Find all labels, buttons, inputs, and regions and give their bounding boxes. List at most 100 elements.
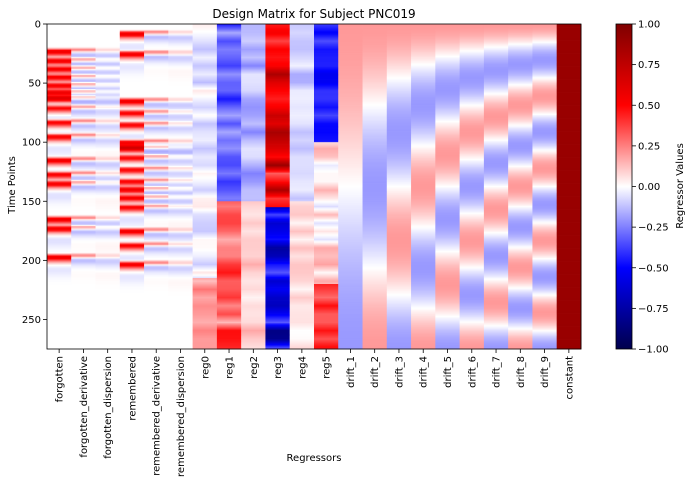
heatmap-cell <box>265 110 291 112</box>
heatmap-cell <box>362 174 388 176</box>
heatmap-cell <box>459 50 485 52</box>
heatmap-cell <box>144 109 169 111</box>
heatmap-cell <box>168 233 194 235</box>
heatmap-cell <box>119 223 145 226</box>
heatmap-cell <box>386 314 412 317</box>
heatmap-cell <box>241 314 266 317</box>
heatmap-cell <box>192 229 218 232</box>
heatmap-cell <box>241 29 266 32</box>
heatmap-cell <box>95 73 121 76</box>
heatmap-cell <box>95 295 121 298</box>
heatmap-cell <box>144 184 169 187</box>
heatmap-cell <box>338 200 363 202</box>
heatmap-cell <box>411 265 436 267</box>
heatmap-cell <box>192 326 218 329</box>
heatmap-cell <box>71 130 96 132</box>
heatmap-cell <box>95 284 121 286</box>
heatmap-cell <box>47 138 72 141</box>
heatmap-cell <box>289 146 315 149</box>
heatmap-cell <box>144 240 169 242</box>
heatmap-cell <box>362 73 388 76</box>
heatmap-cell <box>168 74 194 77</box>
heatmap-cell <box>411 273 436 275</box>
heatmap-cell <box>338 71 363 73</box>
heatmap-cell <box>241 305 266 307</box>
heatmap-cell <box>411 279 436 281</box>
heatmap-cell <box>71 279 96 281</box>
heatmap-cell <box>289 334 315 337</box>
heatmap-cell <box>168 223 194 226</box>
heatmap-cell <box>289 72 315 75</box>
heatmap-cell <box>47 41 72 44</box>
heatmap-cell <box>119 61 145 64</box>
heatmap-cell <box>435 343 461 345</box>
heatmap-cell <box>241 96 266 98</box>
heatmap-cell <box>289 221 315 223</box>
heatmap-cell <box>119 100 145 103</box>
heatmap-cell <box>483 53 509 56</box>
heatmap-cell <box>144 77 169 79</box>
heatmap-cell <box>459 103 485 105</box>
heatmap-cell <box>241 154 266 156</box>
heatmap-cell <box>435 256 461 259</box>
heatmap-cell <box>95 170 121 173</box>
heatmap-cell <box>241 64 266 66</box>
heatmap-cell <box>95 297 121 299</box>
heatmap-cell <box>435 66 461 69</box>
heatmap-cell <box>241 194 266 196</box>
heatmap-cell <box>459 138 485 141</box>
heatmap-cell <box>386 206 412 208</box>
heatmap-cell <box>241 45 266 47</box>
heatmap-cell <box>314 110 339 112</box>
heatmap-cell <box>95 211 121 214</box>
heatmap-cell <box>265 274 291 277</box>
heatmap-cell <box>144 253 169 255</box>
heatmap-cell <box>435 219 461 221</box>
heatmap-cell <box>459 308 485 311</box>
heatmap-cell <box>265 32 291 34</box>
heatmap-cell <box>362 48 388 51</box>
heatmap-cell <box>386 213 412 215</box>
heatmap-cell <box>338 261 363 264</box>
heatmap-cell <box>314 317 339 319</box>
heatmap-cell <box>168 132 194 135</box>
heatmap-cell <box>119 184 145 187</box>
heatmap-cell <box>216 157 242 160</box>
heatmap-cell <box>314 81 339 84</box>
heatmap-cell <box>168 287 194 290</box>
heatmap-cell <box>241 310 266 312</box>
heatmap-cell <box>216 104 242 106</box>
heatmap-cell <box>338 295 363 298</box>
heatmap-cell <box>435 295 461 298</box>
heatmap-cell <box>411 55 436 58</box>
heatmap-cell <box>459 136 485 138</box>
heatmap-cell <box>95 330 121 332</box>
heatmap-cell <box>241 247 266 249</box>
heatmap-cell <box>241 340 266 343</box>
heatmap-cell <box>459 97 485 99</box>
heatmap-cell <box>411 24 436 26</box>
heatmap-cell <box>265 302 291 305</box>
heatmap-cell <box>265 92 291 95</box>
heatmap-cell <box>386 112 412 115</box>
heatmap-cell <box>241 308 266 311</box>
heatmap-cell <box>386 284 412 286</box>
heatmap-cell <box>459 234 485 236</box>
heatmap-cell <box>435 314 461 317</box>
heatmap-cell <box>192 260 218 262</box>
heatmap-cell <box>338 201 363 203</box>
heatmap-cell <box>386 103 412 105</box>
heatmap-cell <box>338 33 363 36</box>
heatmap-cell <box>241 275 266 278</box>
heatmap-cell <box>459 253 485 255</box>
heatmap-cell <box>411 200 436 202</box>
heatmap-cell <box>168 202 194 205</box>
heatmap-cell <box>71 124 96 127</box>
heatmap-cell <box>47 174 72 176</box>
heatmap-cell <box>314 183 339 186</box>
heatmap-cell <box>362 184 388 187</box>
heatmap-cell <box>483 48 509 51</box>
heatmap-cell <box>362 87 388 90</box>
heatmap-cell <box>483 65 509 67</box>
heatmap-cell <box>216 287 242 290</box>
